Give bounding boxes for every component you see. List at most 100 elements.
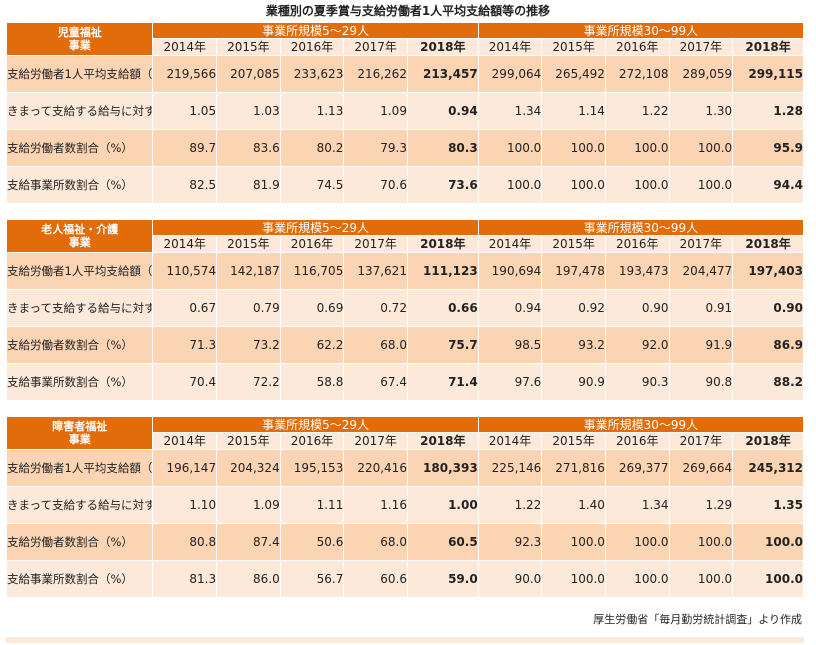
table-cell: 100.0 — [541, 560, 606, 598]
year-header: 2015年 — [541, 235, 606, 253]
table-cell: 74.5 — [279, 166, 345, 204]
table-row: きまって支給する給与に対する支給割合（ヶ月）0.670.790.690.720.… — [5, 289, 804, 327]
table-cell: 68.0 — [343, 326, 408, 364]
table-cell: 111,123 — [406, 252, 479, 290]
table-cell: 190,694 — [477, 252, 543, 290]
table-cell: 100.0 — [668, 560, 734, 598]
table-cell: 193,473 — [604, 252, 670, 290]
table-cell: 216,262 — [343, 55, 408, 93]
table-cell: 1.34 — [477, 92, 543, 130]
section-name-line2: 事業 — [68, 433, 91, 446]
year-header: 2014年 — [152, 235, 218, 253]
row-label: 支給労働者1人平均支給額（円） — [5, 55, 154, 93]
year-header: 2014年 — [152, 432, 218, 450]
table-cell: 272,108 — [604, 55, 670, 93]
table-cell: 100.0 — [604, 523, 670, 561]
year-header: 2015年 — [541, 38, 606, 56]
table-cell: 207,085 — [216, 55, 281, 93]
table-cell: 100.0 — [604, 129, 670, 167]
section-label: 老人福祉・介護 事業 — [5, 219, 154, 253]
table-cell: 1.30 — [668, 92, 734, 130]
group-header: 事業所規模30～99人 — [477, 416, 805, 433]
table-cell: 89.7 — [152, 129, 218, 167]
table-cell: 60.6 — [343, 560, 408, 598]
table-cell: 60.5 — [406, 523, 479, 561]
year-header: 2014年 — [477, 432, 543, 450]
year-header: 2016年 — [604, 38, 670, 56]
source-note: 厚生労働省「毎月勤労統計調査」より作成 — [593, 613, 802, 626]
table-cell: 0.79 — [216, 289, 281, 327]
table-cell: 62.2 — [279, 326, 345, 364]
table-cell: 196,147 — [152, 449, 218, 487]
table-row: 支給労働者1人平均支給額（円）110,574142,187116,705137,… — [5, 252, 804, 290]
year-header: 2014年 — [152, 38, 218, 56]
section-table: 老人福祉・介護 事業 事業所規模5～29人 事業所規模30～99人 2014年 2015年… — [5, 219, 805, 401]
table-cell: 1.10 — [152, 486, 218, 524]
year-header: 2014年 — [477, 38, 543, 56]
table-cell: 180,393 — [406, 449, 479, 487]
table-cell: 100.0 — [732, 560, 804, 598]
table-cell: 100.0 — [541, 523, 606, 561]
table-cell: 67.4 — [343, 363, 408, 401]
table-cell: 204,477 — [668, 252, 734, 290]
table-cell: 137,621 — [343, 252, 408, 290]
table-cell: 72.2 — [216, 363, 281, 401]
table-cell: 73.6 — [406, 166, 479, 204]
row-label: 支給労働者数割合（%） — [5, 523, 154, 561]
table-cell: 1.35 — [732, 486, 804, 524]
section-name-line2: 事業 — [68, 236, 91, 249]
table-cell: 0.91 — [668, 289, 734, 327]
table-cell: 94.4 — [732, 166, 804, 204]
table-cell: 1.05 — [152, 92, 218, 130]
table-row: 支給事業所数割合（%） 81.3 86.0 56.7 60.6 59.0 90.0 100.0… — [5, 560, 804, 598]
table-cell: 271,816 — [541, 449, 606, 487]
row-label: 支給事業所数割合（%） — [5, 560, 154, 598]
table-cell: 87.4 — [216, 523, 281, 561]
table-cell: 0.69 — [279, 289, 345, 327]
table-cell: 110,574 — [152, 252, 218, 290]
table-row: 支給労働者1人平均支給額（円）219,566207,085233,623216,… — [5, 55, 804, 93]
year-header: 2017年 — [343, 235, 408, 253]
table-cell: 225,146 — [477, 449, 543, 487]
table-cell: 88.2 — [732, 363, 804, 401]
year-header: 2014年 — [477, 235, 543, 253]
table-cell: 219,566 — [152, 55, 218, 93]
table-cell: 100.0 — [732, 523, 804, 561]
year-header: 2015年 — [541, 432, 606, 450]
table-cell: 79.3 — [343, 129, 408, 167]
year-header: 2018年 — [406, 432, 479, 450]
group-header: 事業所規模30～99人 — [477, 219, 805, 236]
year-header: 2015年 — [216, 38, 281, 56]
table-cell: 75.7 — [406, 326, 479, 364]
year-header: 2016年 — [279, 432, 345, 450]
table-cell: 92.3 — [477, 523, 543, 561]
page-title: 業種別の夏季賞与支給労働者1人平均支給額等の推移 — [265, 4, 551, 18]
table-cell: 269,664 — [668, 449, 734, 487]
table-row: きまって支給する給与に対する支給割合（ヶ月）1.051.031.131.090.… — [5, 92, 804, 130]
table-cell: 100.0 — [541, 166, 606, 204]
table-cell: 100.0 — [604, 560, 670, 598]
table-row: 支給労働者数割合（%） 80.8 87.4 50.6 68.0 60.5 92.3 100.0… — [5, 523, 804, 561]
year-header: 2018年 — [732, 38, 804, 56]
table-cell: 93.2 — [541, 326, 606, 364]
group-header: 事業所規模30～99人 — [477, 22, 805, 39]
table-cell: 82.5 — [152, 166, 218, 204]
year-header: 2017年 — [668, 38, 734, 56]
table-cell: 83.6 — [216, 129, 281, 167]
table-cell: 81.3 — [152, 560, 218, 598]
table-cell: 98.5 — [477, 326, 543, 364]
table-cell: 68.0 — [343, 523, 408, 561]
table-cell: 0.90 — [604, 289, 670, 327]
table-cell: 90.8 — [668, 363, 734, 401]
table-cell: 142,187 — [216, 252, 281, 290]
table-cell: 245,312 — [732, 449, 804, 487]
table-cell: 197,478 — [541, 252, 606, 290]
table-cell: 1.03 — [216, 92, 281, 130]
section-table: 児童福祉 事業 事業所規模5～29人 事業所規模30～99人 2014年 2015年 201… — [5, 22, 805, 204]
table-cell: 1.09 — [216, 486, 281, 524]
table-row: 支給労働者数割合（%） 89.7 83.6 80.2 79.3 80.3 100.0 100.… — [5, 129, 804, 167]
table-cell: 213,457 — [406, 55, 479, 93]
year-header: 2015年 — [216, 235, 281, 253]
table-cell: 100.0 — [668, 129, 734, 167]
group-header: 事業所規模5～29人 — [152, 219, 479, 236]
